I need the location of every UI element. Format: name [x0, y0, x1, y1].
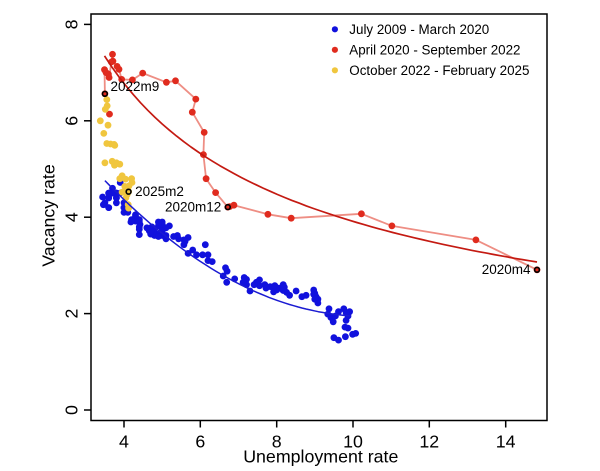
svg-text:2020m12: 2020m12: [165, 199, 221, 214]
svg-text:July 2009 - March 2020: July 2009 - March 2020: [349, 22, 489, 37]
svg-text:6: 6: [195, 431, 205, 451]
svg-text:14: 14: [496, 431, 516, 451]
svg-text:April 2020 - September 2022: April 2020 - September 2022: [349, 43, 520, 58]
svg-text:8: 8: [61, 19, 81, 29]
svg-text:6: 6: [61, 116, 81, 126]
svg-text:8: 8: [272, 431, 282, 451]
svg-text:0: 0: [61, 405, 81, 415]
svg-text:Unemployment rate: Unemployment rate: [243, 447, 398, 467]
svg-text:2: 2: [61, 309, 81, 319]
svg-text:2020m4: 2020m4: [482, 262, 531, 277]
svg-text:2025m2: 2025m2: [135, 184, 184, 199]
svg-text:12: 12: [419, 431, 439, 451]
svg-text:4: 4: [119, 431, 129, 451]
svg-text:Vacancy rate: Vacancy rate: [39, 164, 59, 267]
svg-text:October 2022 - February 2025: October 2022 - February 2025: [349, 63, 529, 78]
svg-text:4: 4: [61, 212, 81, 222]
svg-text:10: 10: [343, 431, 363, 451]
svg-text:2022m9: 2022m9: [111, 79, 160, 94]
